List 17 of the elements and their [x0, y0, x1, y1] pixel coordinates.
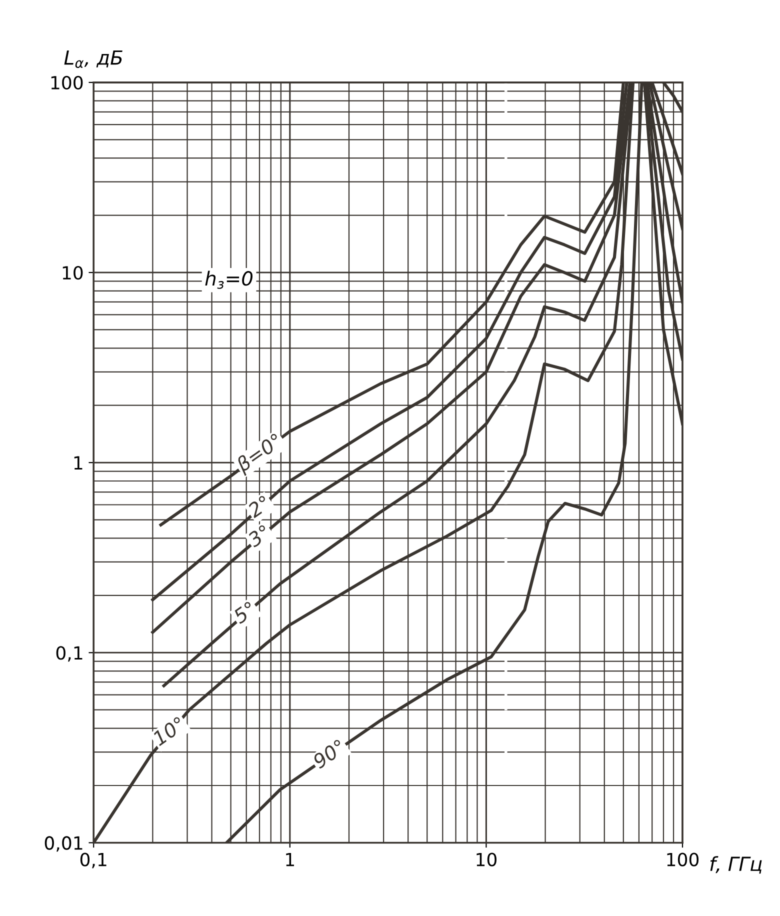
x-tick-label: 100 [667, 852, 699, 866]
x-tick-label: 10 [476, 852, 496, 866]
y-tick-label: 1 [74, 456, 82, 470]
y-axis-title: L$_{α}$, дБ [64, 50, 122, 68]
text: 10° [152, 716, 186, 746]
text: 3° [246, 524, 272, 548]
text: 90° [312, 738, 346, 770]
y-tick-label: 0,01 [44, 836, 82, 852]
text: 5° [232, 600, 257, 624]
y-tick-label: 0,1 [56, 646, 82, 662]
text: 2° [246, 494, 271, 518]
x-tick-label: 1 [286, 853, 294, 866]
annotation: h$_{з}$=0 [205, 270, 253, 289]
x-tick-label: 0,1 [80, 852, 106, 868]
y-tick-label: 100 [51, 76, 83, 90]
y-tick-label: 10 [62, 266, 83, 280]
x-axis-title: f, ГГц [710, 856, 762, 874]
